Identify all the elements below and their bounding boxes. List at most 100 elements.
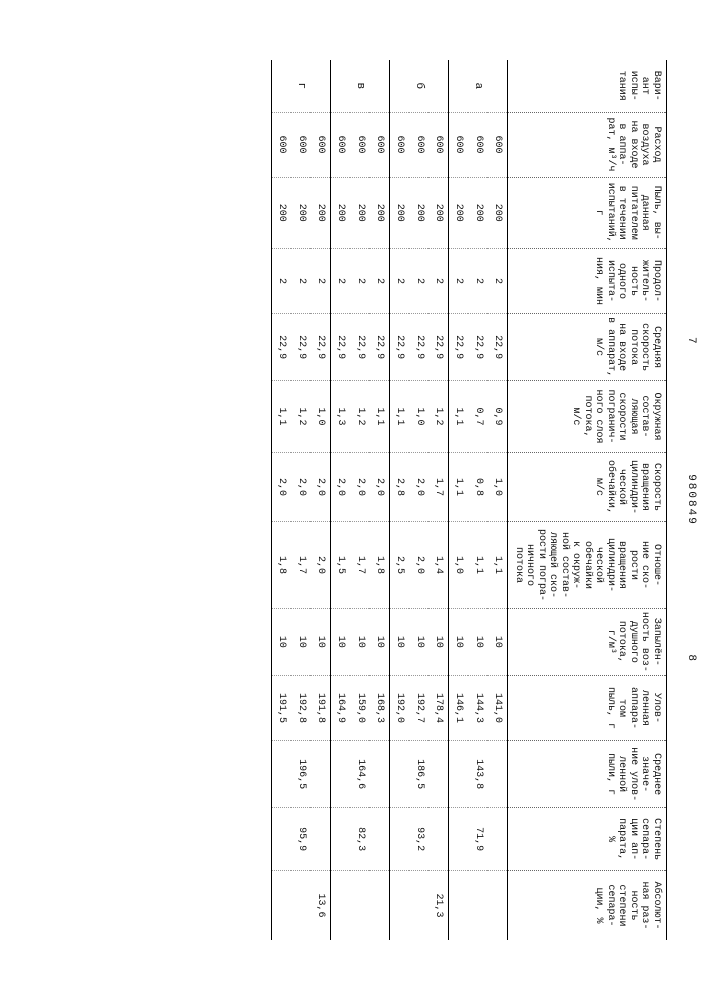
page-num-left: 7 — [685, 337, 697, 346]
variant-cell — [312, 60, 331, 112]
table-row: 600200222,90,91,01,110141,0 — [489, 60, 509, 940]
group-separator — [331, 60, 332, 940]
variant-cell: а — [469, 60, 489, 112]
sep-degree-cell — [331, 808, 351, 871]
mean-captured-cell — [312, 741, 331, 808]
data-cell: 1,3 — [331, 381, 351, 453]
data-cell: 2,0 — [371, 452, 390, 521]
abs-diff-cell — [292, 871, 312, 940]
data-cell: 2 — [469, 249, 489, 314]
mean-captured-cell — [489, 741, 509, 808]
data-cell: 1,2 — [430, 381, 449, 453]
data-cell: 192,0 — [390, 676, 410, 741]
data-cell: 10 — [371, 608, 390, 675]
data-cell: 10 — [390, 608, 410, 675]
sep-degree-cell — [430, 808, 449, 871]
abs-diff-cell — [371, 871, 390, 940]
abs-diff-cell — [351, 871, 371, 940]
abs-diff-cell — [410, 871, 430, 940]
variant-cell — [430, 60, 449, 112]
data-cell: 600 — [489, 112, 509, 177]
data-cell: 600 — [390, 112, 410, 177]
data-cell: 141,0 — [489, 676, 509, 741]
data-cell: 1,7 — [292, 522, 312, 609]
data-cell: 2,0 — [292, 452, 312, 521]
data-cell: 22,9 — [312, 314, 331, 381]
data-cell: 2 — [371, 249, 390, 314]
abs-diff-cell: 21,3 — [430, 871, 449, 940]
data-cell: 1,1 — [371, 381, 390, 453]
data-cell: 146,1 — [449, 676, 469, 741]
data-cell: 2 — [430, 249, 449, 314]
data-cell: 2 — [292, 249, 312, 314]
col-header-11: Степеньсепара-ции ап-парата,% — [508, 808, 667, 871]
data-cell: 2 — [410, 249, 430, 314]
sep-degree-cell — [312, 808, 331, 871]
data-cell: 600 — [371, 112, 390, 177]
col-header-3: Продол-житель-ностьодногоиспыта-ния, мин — [508, 249, 667, 314]
col-header-1: Расходвоздухана входев аппа-рат, м³/ч — [508, 112, 667, 177]
data-cell: 200 — [449, 177, 469, 249]
data-cell: 1,1 — [390, 381, 410, 453]
data-cell: 600 — [312, 112, 331, 177]
col-header-2: Пыль, вы-даннаяпитателемв течениииспытан… — [508, 177, 667, 249]
data-cell: 1,7 — [351, 522, 371, 609]
table-row: 600200222,91,02,02,010191,813,6 — [312, 60, 331, 940]
mean-captured-cell — [449, 741, 469, 808]
data-cell: 2 — [272, 249, 292, 314]
data-cell: 1,8 — [272, 522, 292, 609]
data-cell: 10 — [430, 608, 449, 675]
data-cell: 0,7 — [469, 381, 489, 453]
abs-diff-cell — [390, 871, 410, 940]
data-cell: 2 — [449, 249, 469, 314]
sep-degree-cell: 82,3 — [351, 808, 371, 871]
col-header-6: Скоростьвращенияцилиндри-ческойобечайки,… — [508, 452, 667, 521]
data-cell: 2,0 — [331, 452, 351, 521]
table-row: г600200222,91,22,01,710192,8196,595,9 — [292, 60, 312, 940]
data-cell: 1,1 — [489, 522, 509, 609]
data-cell: 2,0 — [312, 522, 331, 609]
col-header-5: Окружнаясостав-ляющаяскоростипогранич-но… — [508, 381, 667, 453]
sep-degree-cell — [272, 808, 292, 871]
col-header-0: Вари-антиспы-тания — [508, 60, 667, 112]
table-row: 600200222,91,12,82,510192,0 — [390, 60, 410, 940]
data-table: Вари-антиспы-танияРасходвоздухана входев… — [272, 60, 668, 940]
variant-cell: г — [292, 60, 312, 112]
variant-cell — [390, 60, 410, 112]
variant-cell: б — [410, 60, 430, 112]
mean-captured-cell — [331, 741, 351, 808]
data-cell: 2,5 — [390, 522, 410, 609]
abs-diff-cell — [469, 871, 489, 940]
data-cell: 10 — [351, 608, 371, 675]
page-num-right: 8 — [685, 654, 697, 663]
data-cell: 200 — [410, 177, 430, 249]
data-cell: 2 — [312, 249, 331, 314]
mean-captured-cell — [272, 741, 292, 808]
data-cell: 164,9 — [331, 676, 351, 741]
data-cell: 22,9 — [331, 314, 351, 381]
col-header-12: Абсолют-ная раз-ностьстепенисепара-ции, … — [508, 871, 667, 940]
sep-degree-cell — [449, 808, 469, 871]
col-header-10: Среднеезначе-ние улов-леннойпыли, г — [508, 741, 667, 808]
data-cell: 200 — [390, 177, 410, 249]
data-cell: 2 — [331, 249, 351, 314]
data-cell: 1,2 — [292, 381, 312, 453]
data-cell: 22,9 — [469, 314, 489, 381]
abs-diff-cell: 13,6 — [312, 871, 331, 940]
mean-captured-cell: 143,8 — [469, 741, 489, 808]
data-cell: 10 — [410, 608, 430, 675]
data-cell: 22,9 — [351, 314, 371, 381]
mean-captured-cell — [430, 741, 449, 808]
data-cell: 200 — [292, 177, 312, 249]
variant-cell — [371, 60, 390, 112]
data-cell: 2,0 — [351, 452, 371, 521]
sep-degree-cell — [390, 808, 410, 871]
sep-degree-cell: 71,9 — [469, 808, 489, 871]
group-separator — [390, 60, 391, 940]
data-cell: 2,0 — [410, 452, 430, 521]
col-header-8: Запылён-ность воз-душногопотока,г/м³ — [508, 608, 667, 675]
data-cell: 191,5 — [272, 676, 292, 741]
data-cell: 10 — [449, 608, 469, 675]
table-row: 600200222,91,12,01,810191,5 — [272, 60, 292, 940]
table-row: в600200222,91,22,01,710159,0164,682,3 — [351, 60, 371, 940]
